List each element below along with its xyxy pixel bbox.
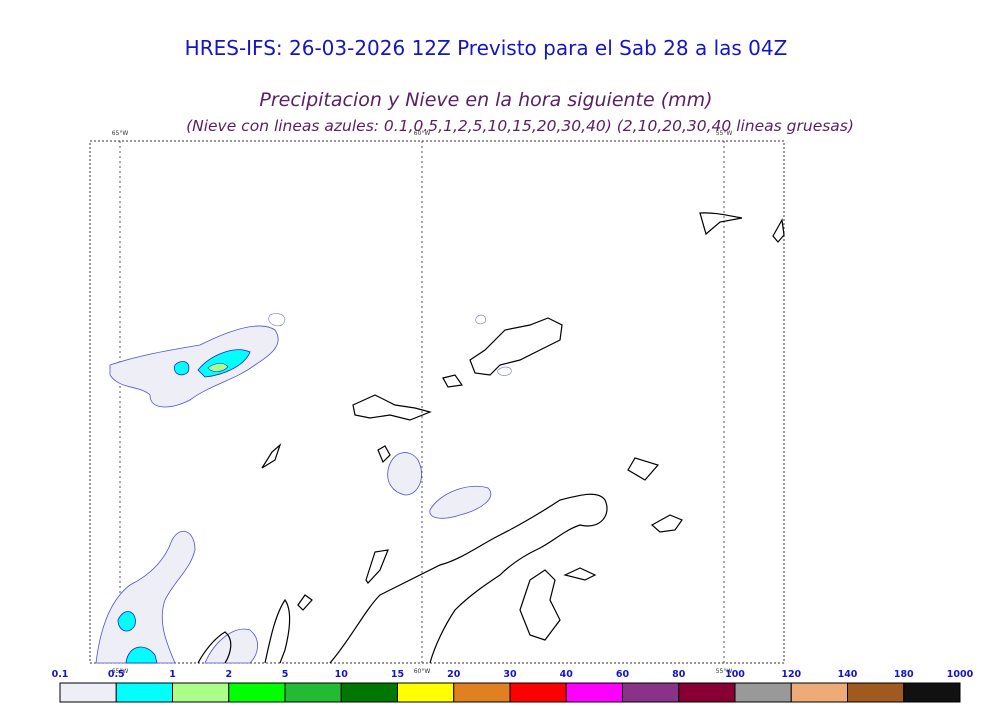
map-frame	[89, 140, 785, 664]
coastline	[297, 594, 313, 611]
coastline	[772, 218, 785, 243]
colorbar-box	[453, 682, 511, 703]
precip-area	[117, 611, 136, 632]
colorbar-label: 140	[838, 669, 858, 680]
colorbar-label: 1000	[947, 669, 974, 680]
meridian-label: 60°W	[414, 130, 431, 137]
colorbar-label: 1	[169, 669, 176, 680]
colorbar-box	[284, 682, 342, 703]
colorbar: 0.1 0.5 1 2 5 10 15 20 30 40 60 80 100 120 140 180 1000	[52, 669, 974, 703]
note: (Nieve con lineas azules: 0.1,0.5,1,2,5,…	[186, 117, 854, 135]
colorbar-label: 80	[672, 669, 686, 680]
coastline	[469, 317, 563, 376]
precip-area	[207, 363, 229, 372]
colorbar-label: 15	[391, 669, 404, 680]
colorbar-box	[59, 682, 117, 703]
colorbar-label: 2	[225, 669, 232, 680]
coastline	[264, 598, 291, 664]
meridian-label: 55°W	[716, 130, 733, 137]
precip-area	[429, 485, 492, 519]
colorbar-box	[734, 682, 792, 703]
colorbar-box	[509, 682, 567, 703]
precip-area	[95, 530, 196, 664]
coastline	[650, 514, 683, 533]
precip-area	[497, 366, 512, 376]
coastline	[329, 493, 608, 664]
colorbar-box	[228, 682, 286, 703]
colorbar-box	[622, 682, 680, 703]
colorbar-box	[903, 682, 961, 703]
precip-area	[268, 313, 286, 327]
coastline	[352, 394, 432, 421]
colorbar-label: 100	[725, 669, 745, 680]
colorbar-label: 20	[447, 669, 461, 680]
coastline	[261, 443, 282, 469]
colorbar-label: 30	[503, 669, 517, 680]
map: 65°W 65°W 60°W 60°W 55°W 55°W	[89, 130, 785, 675]
coastline	[699, 212, 743, 236]
coastline	[197, 631, 232, 664]
coastline	[627, 457, 660, 481]
colorbar-label: 0.5	[108, 669, 125, 680]
coastline	[563, 567, 597, 581]
colorbar-label: 40	[560, 669, 574, 680]
colorbar-label: 120	[781, 669, 801, 680]
colorbar-box	[397, 682, 455, 703]
meridian-label: 55°W	[716, 668, 733, 675]
meridian-label: 65°W	[112, 130, 129, 137]
precip-area	[125, 646, 158, 664]
meridian-label: 65°W	[112, 668, 129, 675]
colorbar-label: 0.1	[52, 669, 69, 680]
colorbar-box	[847, 682, 905, 703]
precip-area	[109, 325, 279, 408]
colorbar-box	[678, 682, 736, 703]
colorbar-label: 60	[616, 669, 630, 680]
coastline	[442, 374, 464, 388]
title: HRES-IFS: 26-03-2026 12Z Previsto para e…	[185, 36, 788, 60]
coastline	[377, 445, 391, 464]
colorbar-label: 10	[335, 669, 349, 680]
colorbar-box	[115, 682, 173, 703]
meridians: 65°W 65°W 60°W 60°W 55°W 55°W	[112, 130, 733, 675]
colorbar-label: 180	[894, 669, 914, 680]
subtitle: Precipitacion y Nieve en la hora siguien…	[259, 89, 712, 111]
colorbar-box	[340, 682, 398, 703]
colorbar-box	[790, 682, 848, 703]
colorbar-box	[172, 682, 230, 703]
precip-area	[475, 314, 486, 325]
colorbar-label: 5	[282, 669, 289, 680]
precip-area	[387, 452, 422, 496]
precip-area	[174, 361, 190, 376]
meridian-label: 60°W	[414, 668, 431, 675]
coastline	[519, 569, 561, 641]
coastline	[365, 549, 389, 584]
colorbar-box	[565, 682, 623, 703]
